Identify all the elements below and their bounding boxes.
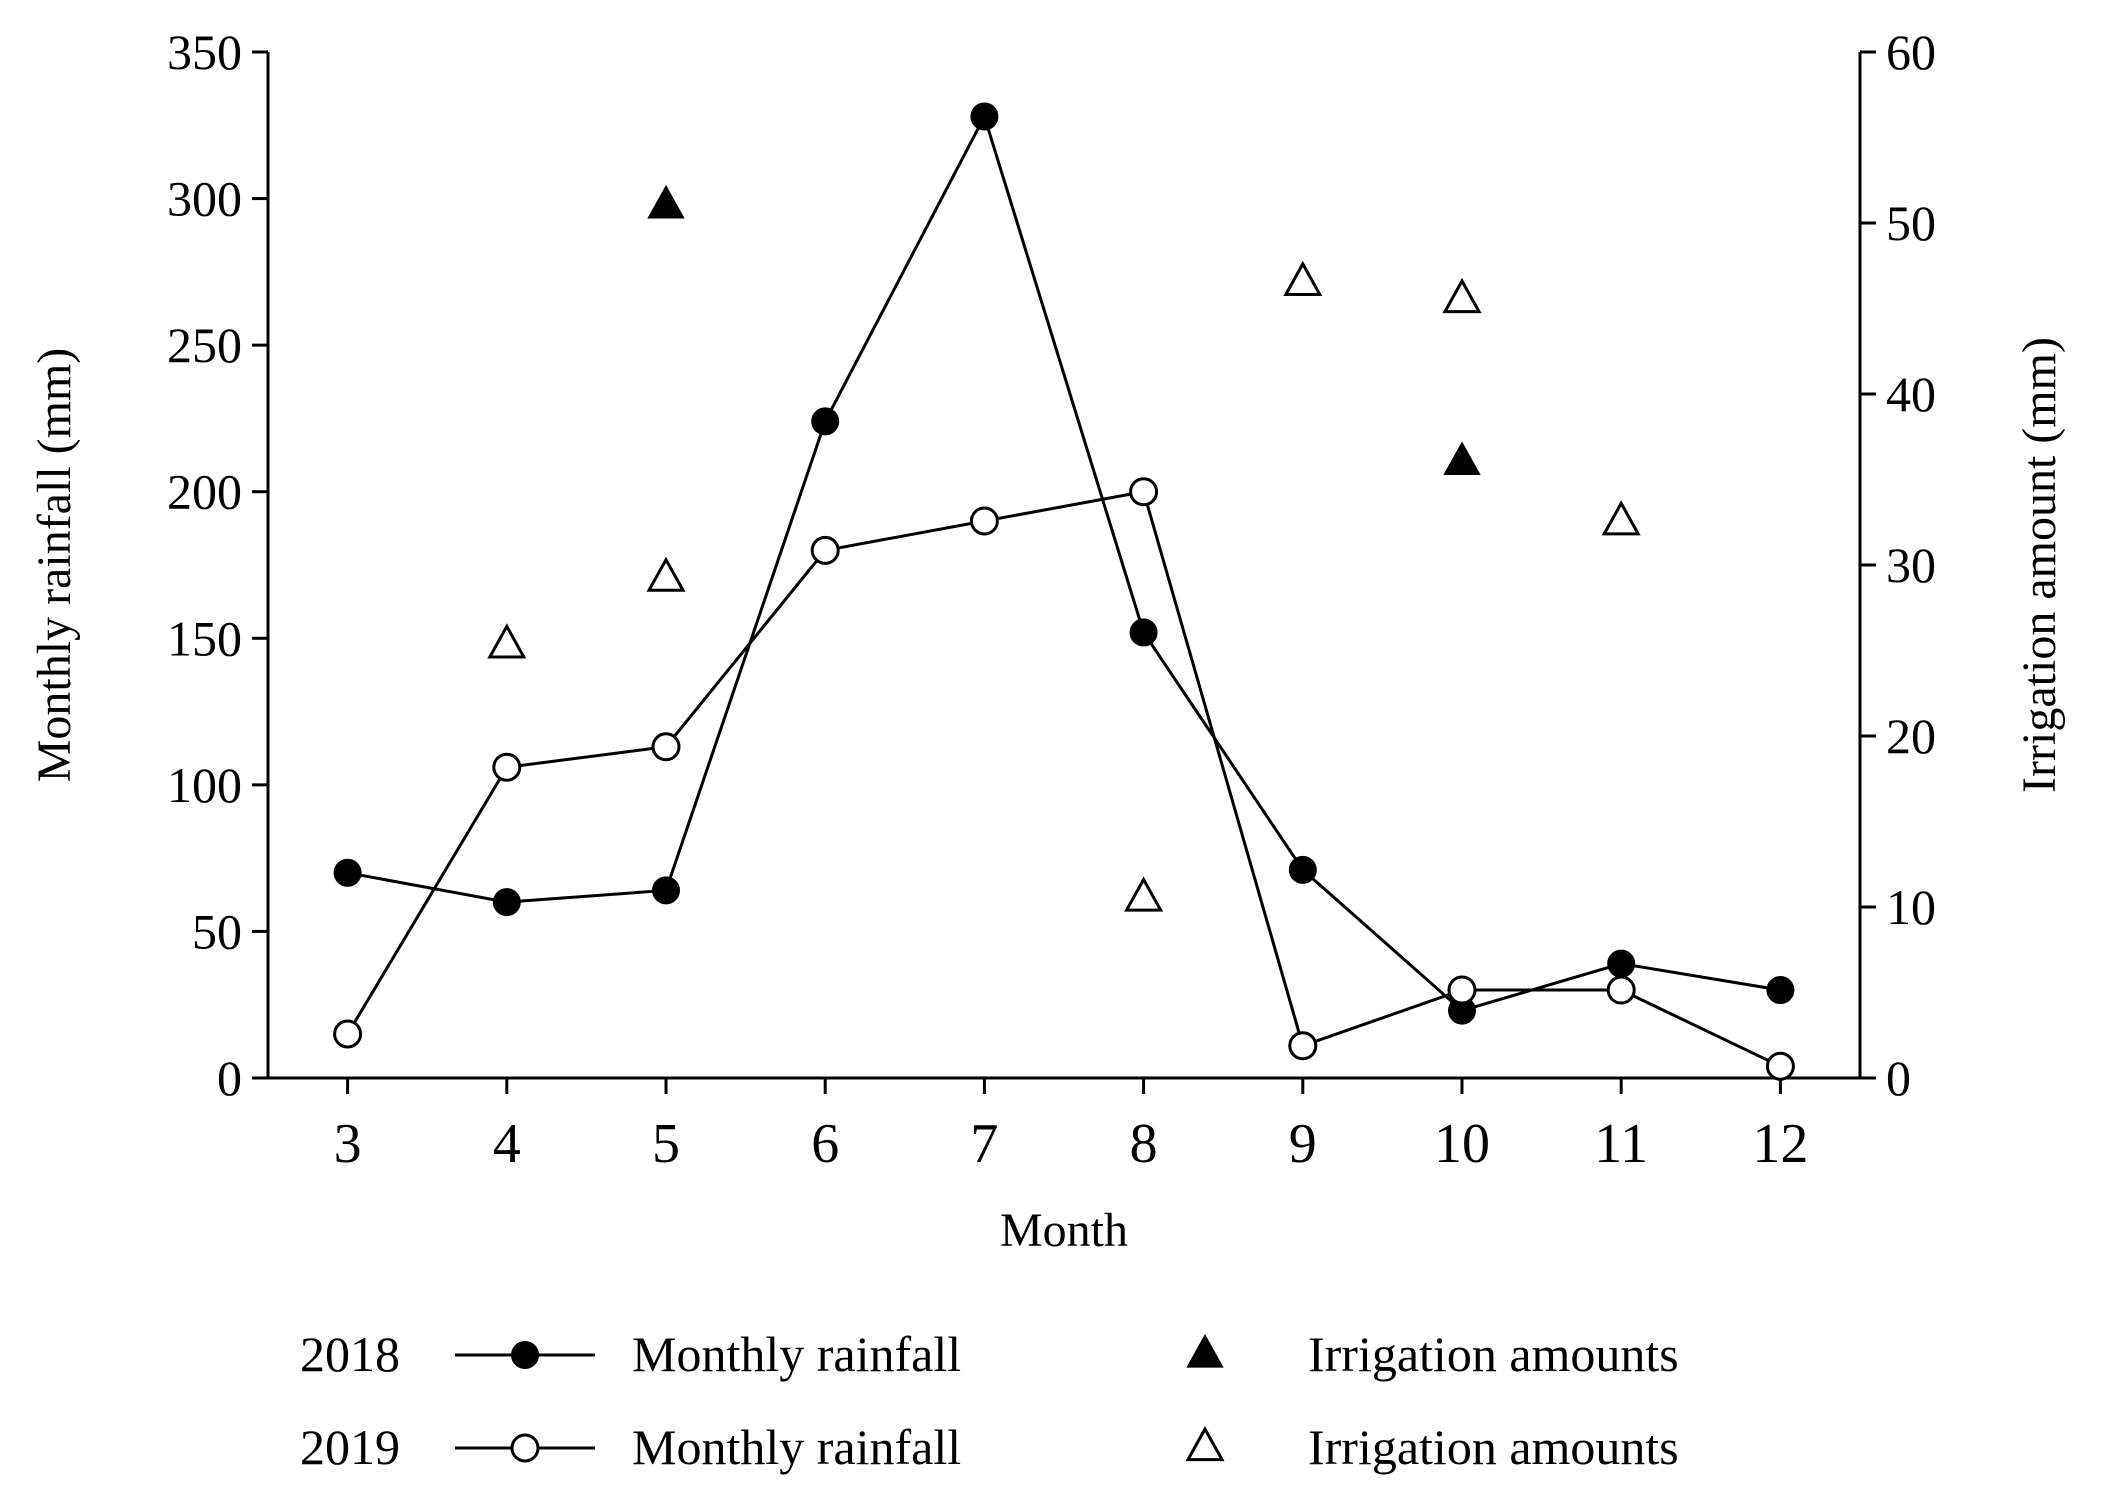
data-point: [492, 752, 522, 782]
legend-row-2018: 2018 Monthly rainfall Irrigation amounts: [300, 1326, 1679, 1382]
series-line: [347, 112, 1781, 1013]
data-point: [811, 407, 840, 436]
legend: 2018 Monthly rainfall Irrigation amounts…: [300, 1326, 1679, 1475]
series-2019-monthly-rainfall: [333, 477, 1795, 1081]
x-tick-label: 5: [652, 1113, 680, 1175]
data-point: [1129, 477, 1159, 507]
series-layer: [333, 102, 1795, 1081]
legend-label-2019-irrigation: Irrigation amounts: [1308, 1419, 1679, 1475]
data-point: [1765, 1051, 1795, 1081]
x-tick-label: 4: [493, 1113, 521, 1175]
legend-label-2018-rainfall: Monthly rainfall: [632, 1326, 961, 1382]
data-point: [333, 858, 362, 887]
data-point: [492, 888, 521, 917]
data-point: [651, 732, 681, 762]
legend-year-2019: 2019: [300, 1419, 400, 1475]
x-tick-label: 8: [1130, 1113, 1158, 1175]
right-y-axis-title: Irrigation amount (mm): [2013, 337, 2066, 793]
right-y-tick-label: 10: [1886, 879, 1936, 935]
legend-marker-2019-irrigation: [1185, 1425, 1225, 1462]
x-tick-label: 7: [970, 1113, 998, 1175]
left-y-tick-label: 0: [217, 1050, 242, 1106]
data-point: [652, 876, 680, 905]
data-point: [1288, 1031, 1318, 1061]
series-line: [346, 489, 1782, 1068]
right-y-tick-label: 40: [1886, 366, 1936, 422]
data-point: [969, 506, 999, 536]
legend-label-2019-rainfall: Monthly rainfall: [632, 1419, 961, 1475]
legend-marker-2018-irrigation: [1186, 1333, 1224, 1368]
x-tick-label: 3: [334, 1113, 362, 1175]
data-point: [1124, 876, 1164, 912]
left-y-axis-title: Monthly rainfall (mm): [28, 348, 81, 783]
data-point: [1447, 975, 1477, 1005]
data-point: [970, 102, 999, 131]
right-y-tick-label: 60: [1886, 24, 1936, 80]
right-y-tick-label: 50: [1886, 195, 1936, 251]
series-2018-irrigation-amounts: [647, 184, 1481, 476]
data-point: [1288, 855, 1317, 884]
left-y-tick-label: 300: [167, 171, 242, 227]
left-y-tick-label: 150: [167, 610, 242, 666]
x-axis-title: Month: [1000, 1204, 1128, 1257]
data-point: [1443, 441, 1481, 476]
legend-marker-2018-rainfall: [511, 1341, 539, 1369]
data-point: [647, 184, 685, 219]
left-y-axis: 0 50 100 150 200 250 300 350: [167, 24, 268, 1106]
right-y-tick-label: 30: [1886, 537, 1936, 593]
data-point: [1606, 975, 1636, 1005]
data-point: [1601, 500, 1641, 536]
x-tick-label: 11: [1594, 1113, 1648, 1175]
data-point: [1442, 277, 1482, 314]
data-point: [333, 1019, 363, 1049]
data-point: [810, 535, 840, 565]
legend-marker-2019-rainfall: [510, 1433, 540, 1463]
legend-label-2018-irrigation: Irrigation amounts: [1308, 1326, 1679, 1382]
data-point: [1766, 976, 1795, 1005]
left-y-tick-label: 50: [192, 903, 242, 959]
left-y-tick-label: 200: [167, 464, 242, 520]
x-tick-label: 12: [1752, 1113, 1808, 1175]
series-2019-irrigation-amounts: [487, 260, 1641, 912]
x-axis: 3 4 5 6 7 8 9 10 11 12: [334, 1078, 1808, 1175]
series-2018-monthly-rainfall: [333, 102, 1795, 1025]
legend-year-2018: 2018: [300, 1326, 400, 1382]
data-point: [1607, 949, 1636, 978]
data-point: [487, 623, 527, 659]
right-y-axis: 0 10 20 30 40 50 60: [1860, 24, 1936, 1106]
x-tick-label: 6: [811, 1113, 839, 1175]
data-point: [1129, 618, 1158, 647]
left-y-tick-label: 250: [167, 317, 242, 373]
left-y-tick-label: 100: [167, 757, 242, 813]
data-point: [1283, 260, 1323, 296]
x-tick-label: 10: [1434, 1113, 1490, 1175]
x-tick-label: 9: [1289, 1113, 1317, 1175]
left-y-tick-label: 350: [167, 24, 242, 80]
right-y-tick-label: 20: [1886, 708, 1936, 764]
plot-frame: [266, 52, 1862, 1080]
right-y-tick-label: 0: [1886, 1050, 1911, 1106]
legend-row-2019: 2019 Monthly rainfall Irrigation amounts: [300, 1419, 1679, 1475]
data-point: [646, 556, 686, 592]
